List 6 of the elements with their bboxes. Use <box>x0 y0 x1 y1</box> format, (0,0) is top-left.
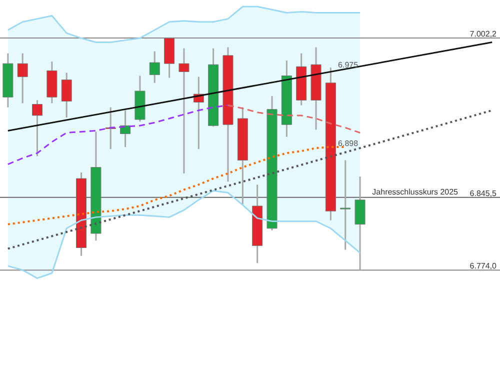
annotation: 6.975 <box>338 60 359 70</box>
ref-line-label: Jahresschlusskurs 2025 <box>372 187 459 196</box>
annotation: 6.898 <box>338 138 359 148</box>
y-tick-label: 6.845,5 <box>470 188 498 198</box>
y-tick-label: 7.002,2 <box>470 29 498 38</box>
y-tick-label: 6.774,0 <box>470 262 498 271</box>
